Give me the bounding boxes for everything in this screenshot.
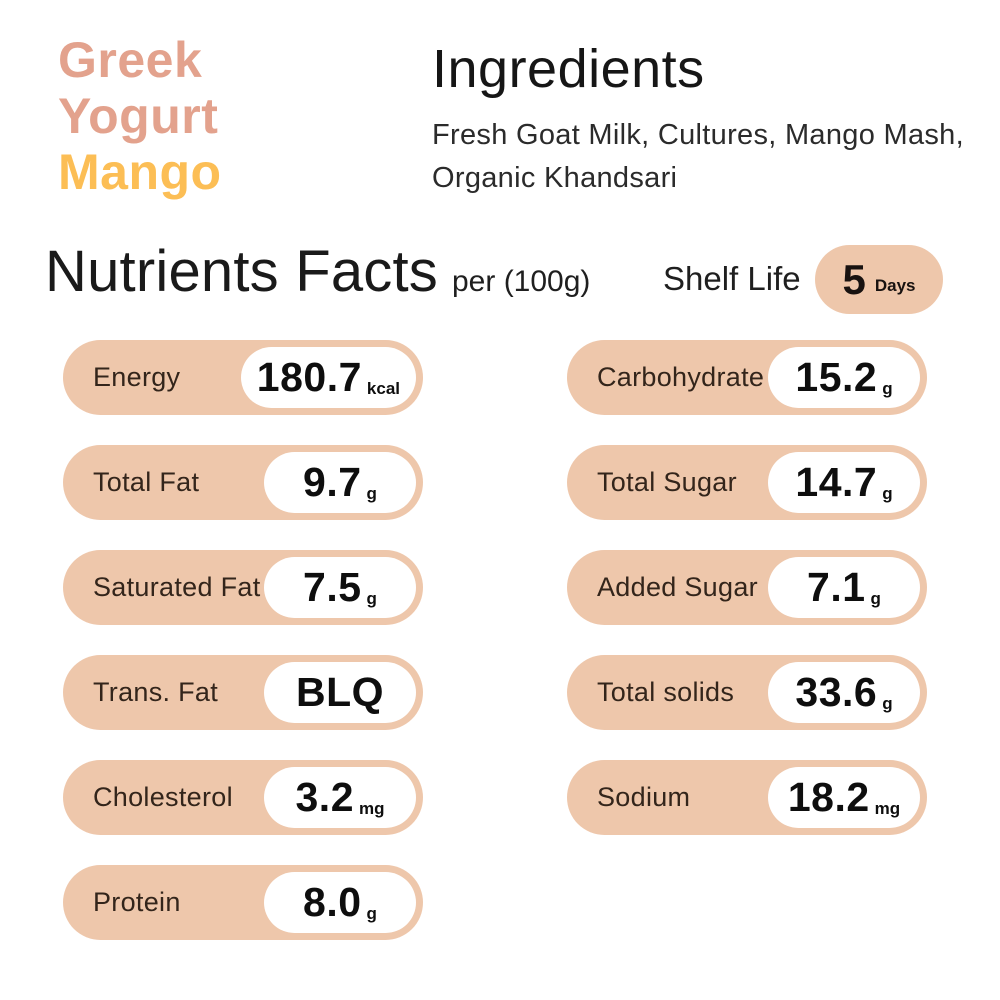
nutrient-row-sodium: Sodium 18.2 mg (567, 760, 927, 835)
nutrient-row-carbohydrate: Carbohydrate 15.2 g (567, 340, 927, 415)
nutrient-unit: g (366, 904, 377, 923)
nutrient-unit: mg (359, 799, 385, 818)
nutrient-value-pill: 9.7 g (264, 452, 416, 513)
nutrient-label: Cholesterol (93, 782, 233, 812)
ingredients-text: Fresh Goat Milk, Cultures, Mango Mash, O… (432, 119, 964, 194)
nutrient-row-protein: Protein 8.0 g (63, 865, 423, 940)
nutrient-value: 18.2 (787, 774, 870, 820)
nutrient-value-pill: 7.1 g (768, 557, 920, 618)
nutrient-value-pill: 7.5 g (264, 557, 416, 618)
nutrient-value-pill: 8.0 g (264, 872, 416, 933)
nutrient-value: 7.5 (303, 564, 362, 610)
product-title-line-1: Greek (58, 32, 203, 88)
nutrient-row-total-solids: Total solids 33.6 g (567, 655, 927, 730)
nutrients-grid: Energy 180.7 kcal Total Fat 9.7 g Satura… (63, 340, 927, 940)
nutrients-column-left: Energy 180.7 kcal Total Fat 9.7 g Satura… (63, 340, 423, 940)
nutrient-value: 3.2 (295, 774, 354, 820)
nutrient-unit: g (366, 589, 377, 608)
nutrient-label: Protein (93, 887, 181, 917)
shelf-life-value: 5 (842, 255, 866, 303)
nutrient-label: Added Sugar (597, 572, 758, 602)
nutrient-label: Trans. Fat (93, 677, 219, 707)
facts-heading: Nutrients Facts (45, 239, 438, 304)
product-title: Greek Yogurt Mango (58, 32, 222, 200)
nutrient-value-pill: BLQ (264, 662, 416, 723)
nutrient-label: Carbohydrate (597, 362, 765, 392)
nutrient-value: 9.7 (303, 459, 362, 505)
nutrient-unit: mg (874, 799, 901, 818)
nutrient-unit: g (882, 694, 893, 713)
shelf-life-label: Shelf Life (663, 260, 801, 297)
nutrient-value: 14.7 (795, 459, 878, 505)
nutrient-row-total-sugar: Total Sugar 14.7 g (567, 445, 927, 520)
nutrient-row-cholesterol: Cholesterol 3.2 mg (63, 760, 423, 835)
ingredients-section: Ingredients Fresh Goat Milk, Cultures, M… (432, 38, 972, 200)
nutrient-value: 180.7 (256, 354, 362, 400)
shelf-life-unit: Days (874, 275, 916, 295)
facts-header: Nutrients Facts per (100g) (45, 238, 590, 305)
nutrient-label: Total solids (597, 677, 735, 707)
nutrient-label: Total Fat (93, 467, 200, 497)
nutrient-unit: g (882, 379, 893, 398)
nutrient-unit: kcal (366, 379, 400, 398)
nutrient-unit: g (366, 484, 377, 503)
nutrient-row-added-sugar: Added Sugar 7.1 g (567, 550, 927, 625)
nutrient-row-trans-fat: Trans. Fat BLQ (63, 655, 423, 730)
nutrient-value: 8.0 (303, 879, 362, 925)
nutrient-row-saturated-fat: Saturated Fat 7.5 g (63, 550, 423, 625)
nutrient-row-total-fat: Total Fat 9.7 g (63, 445, 423, 520)
nutrient-value-pill: 18.2 mg (768, 767, 920, 828)
product-title-line-2: Yogurt (58, 88, 219, 144)
nutrient-value-pill: 33.6 g (768, 662, 920, 723)
ingredients-heading: Ingredients (432, 39, 705, 99)
facts-per-serving: per (100g) (452, 265, 591, 298)
nutrient-unit: g (882, 484, 893, 503)
nutrient-value-pill: 15.2 g (768, 347, 920, 408)
nutrient-value: 33.6 (795, 669, 878, 715)
nutrient-value: BLQ (295, 669, 385, 715)
shelf-life-badge: 5 Days (815, 245, 943, 314)
nutrient-value-pill: 14.7 g (768, 452, 920, 513)
nutrient-label: Saturated Fat (93, 572, 261, 602)
nutrient-unit: g (870, 589, 881, 608)
nutrient-value: 15.2 (795, 354, 878, 400)
nutrients-column-right: Carbohydrate 15.2 g Total Sugar 14.7 g A… (567, 340, 927, 940)
nutrient-label: Total Sugar (597, 467, 737, 497)
nutrient-label: Energy (93, 362, 181, 392)
nutrient-value: 7.1 (807, 564, 866, 610)
nutrient-value-pill: 3.2 mg (264, 767, 416, 828)
nutrient-row-energy: Energy 180.7 kcal (63, 340, 423, 415)
nutrient-label: Sodium (597, 782, 691, 812)
nutrient-value-pill: 180.7 kcal (240, 347, 416, 408)
product-title-line-3: Mango (58, 144, 222, 200)
